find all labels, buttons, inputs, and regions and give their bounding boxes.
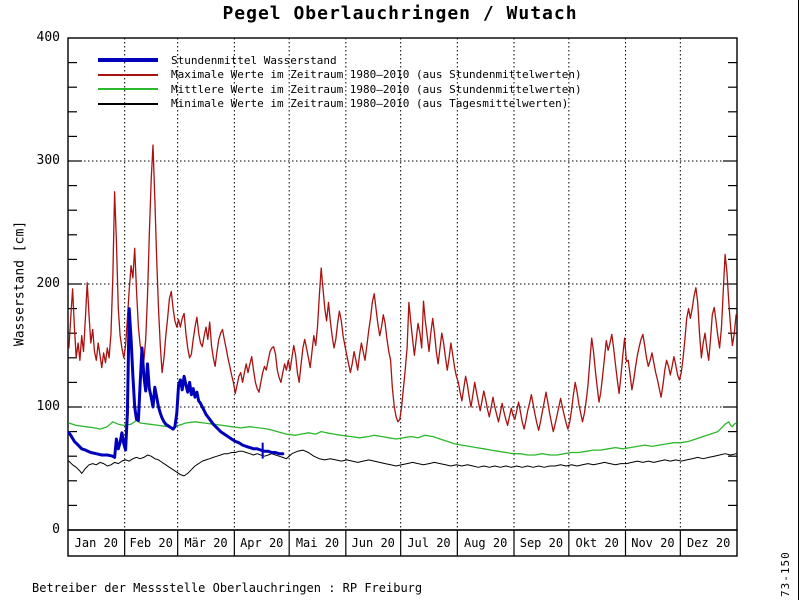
x-axis-month-label: Mai 20	[295, 536, 340, 550]
x-axis-month-label: Dez 20	[686, 536, 731, 550]
legend-line-sample-black	[98, 102, 158, 105]
x-axis-month-label: Jan 20	[74, 536, 118, 550]
x-axis-month-label: Sep 20	[519, 536, 564, 550]
y-tick-label-0: 0	[52, 522, 60, 537]
legend-line-sample-red	[98, 73, 158, 76]
x-axis-month-label: Feb 20	[129, 536, 173, 550]
y-tick-label-100: 100	[36, 399, 60, 414]
x-axis-month-label: Okt 20	[575, 536, 619, 550]
legend-item-maximale: Maximale Werte im Zeitraum 1980–2010 (au…	[98, 68, 582, 83]
x-axis-month-label: Apr 20	[240, 536, 284, 550]
station-code-vertical-label: 73-150	[779, 551, 792, 597]
legend-label: Mittlere Werte im Zeitraum 1980–2010 (au…	[171, 82, 582, 96]
x-axis-month-label: Nov 20	[631, 536, 675, 550]
footer-operator-line: Betreiber der Messstelle Oberlauchringen…	[32, 580, 423, 595]
legend-line-sample-green	[98, 88, 158, 91]
y-tick-label-200: 200	[36, 276, 60, 291]
y-tick-label-400: 400	[36, 30, 60, 45]
chart-title: Pegel Oberlauchringen / Wutach	[222, 3, 578, 24]
legend-line-sample-blue	[98, 58, 158, 63]
y-tick-label-300: 300	[36, 153, 60, 168]
x-axis-month-label: Jul 20	[407, 536, 451, 550]
legend-label: Minimale Werte im Zeitraum 1980–2010 (au…	[171, 97, 569, 111]
legend-label: Stundenmittel Wasserstand	[171, 53, 337, 67]
legend: Stundenmittel Wasserstand Maximale Werte…	[98, 53, 582, 111]
legend-item-stundenmittel: Stundenmittel Wasserstand	[98, 53, 582, 68]
legend-item-mittlere: Mittlere Werte im Zeitraum 1980–2010 (au…	[98, 82, 582, 97]
legend-label: Maximale Werte im Zeitraum 1980–2010 (au…	[171, 68, 582, 82]
x-axis-month-label: Jun 20	[351, 536, 395, 550]
chart-footer: Betreiber der Messstelle Oberlauchringen…	[32, 556, 718, 600]
x-axis-month-label: Aug 20	[463, 536, 508, 550]
legend-item-minimale: Minimale Werte im Zeitraum 1980–2010 (au…	[98, 97, 582, 112]
x-axis-month-label: Mär 20	[184, 536, 228, 550]
